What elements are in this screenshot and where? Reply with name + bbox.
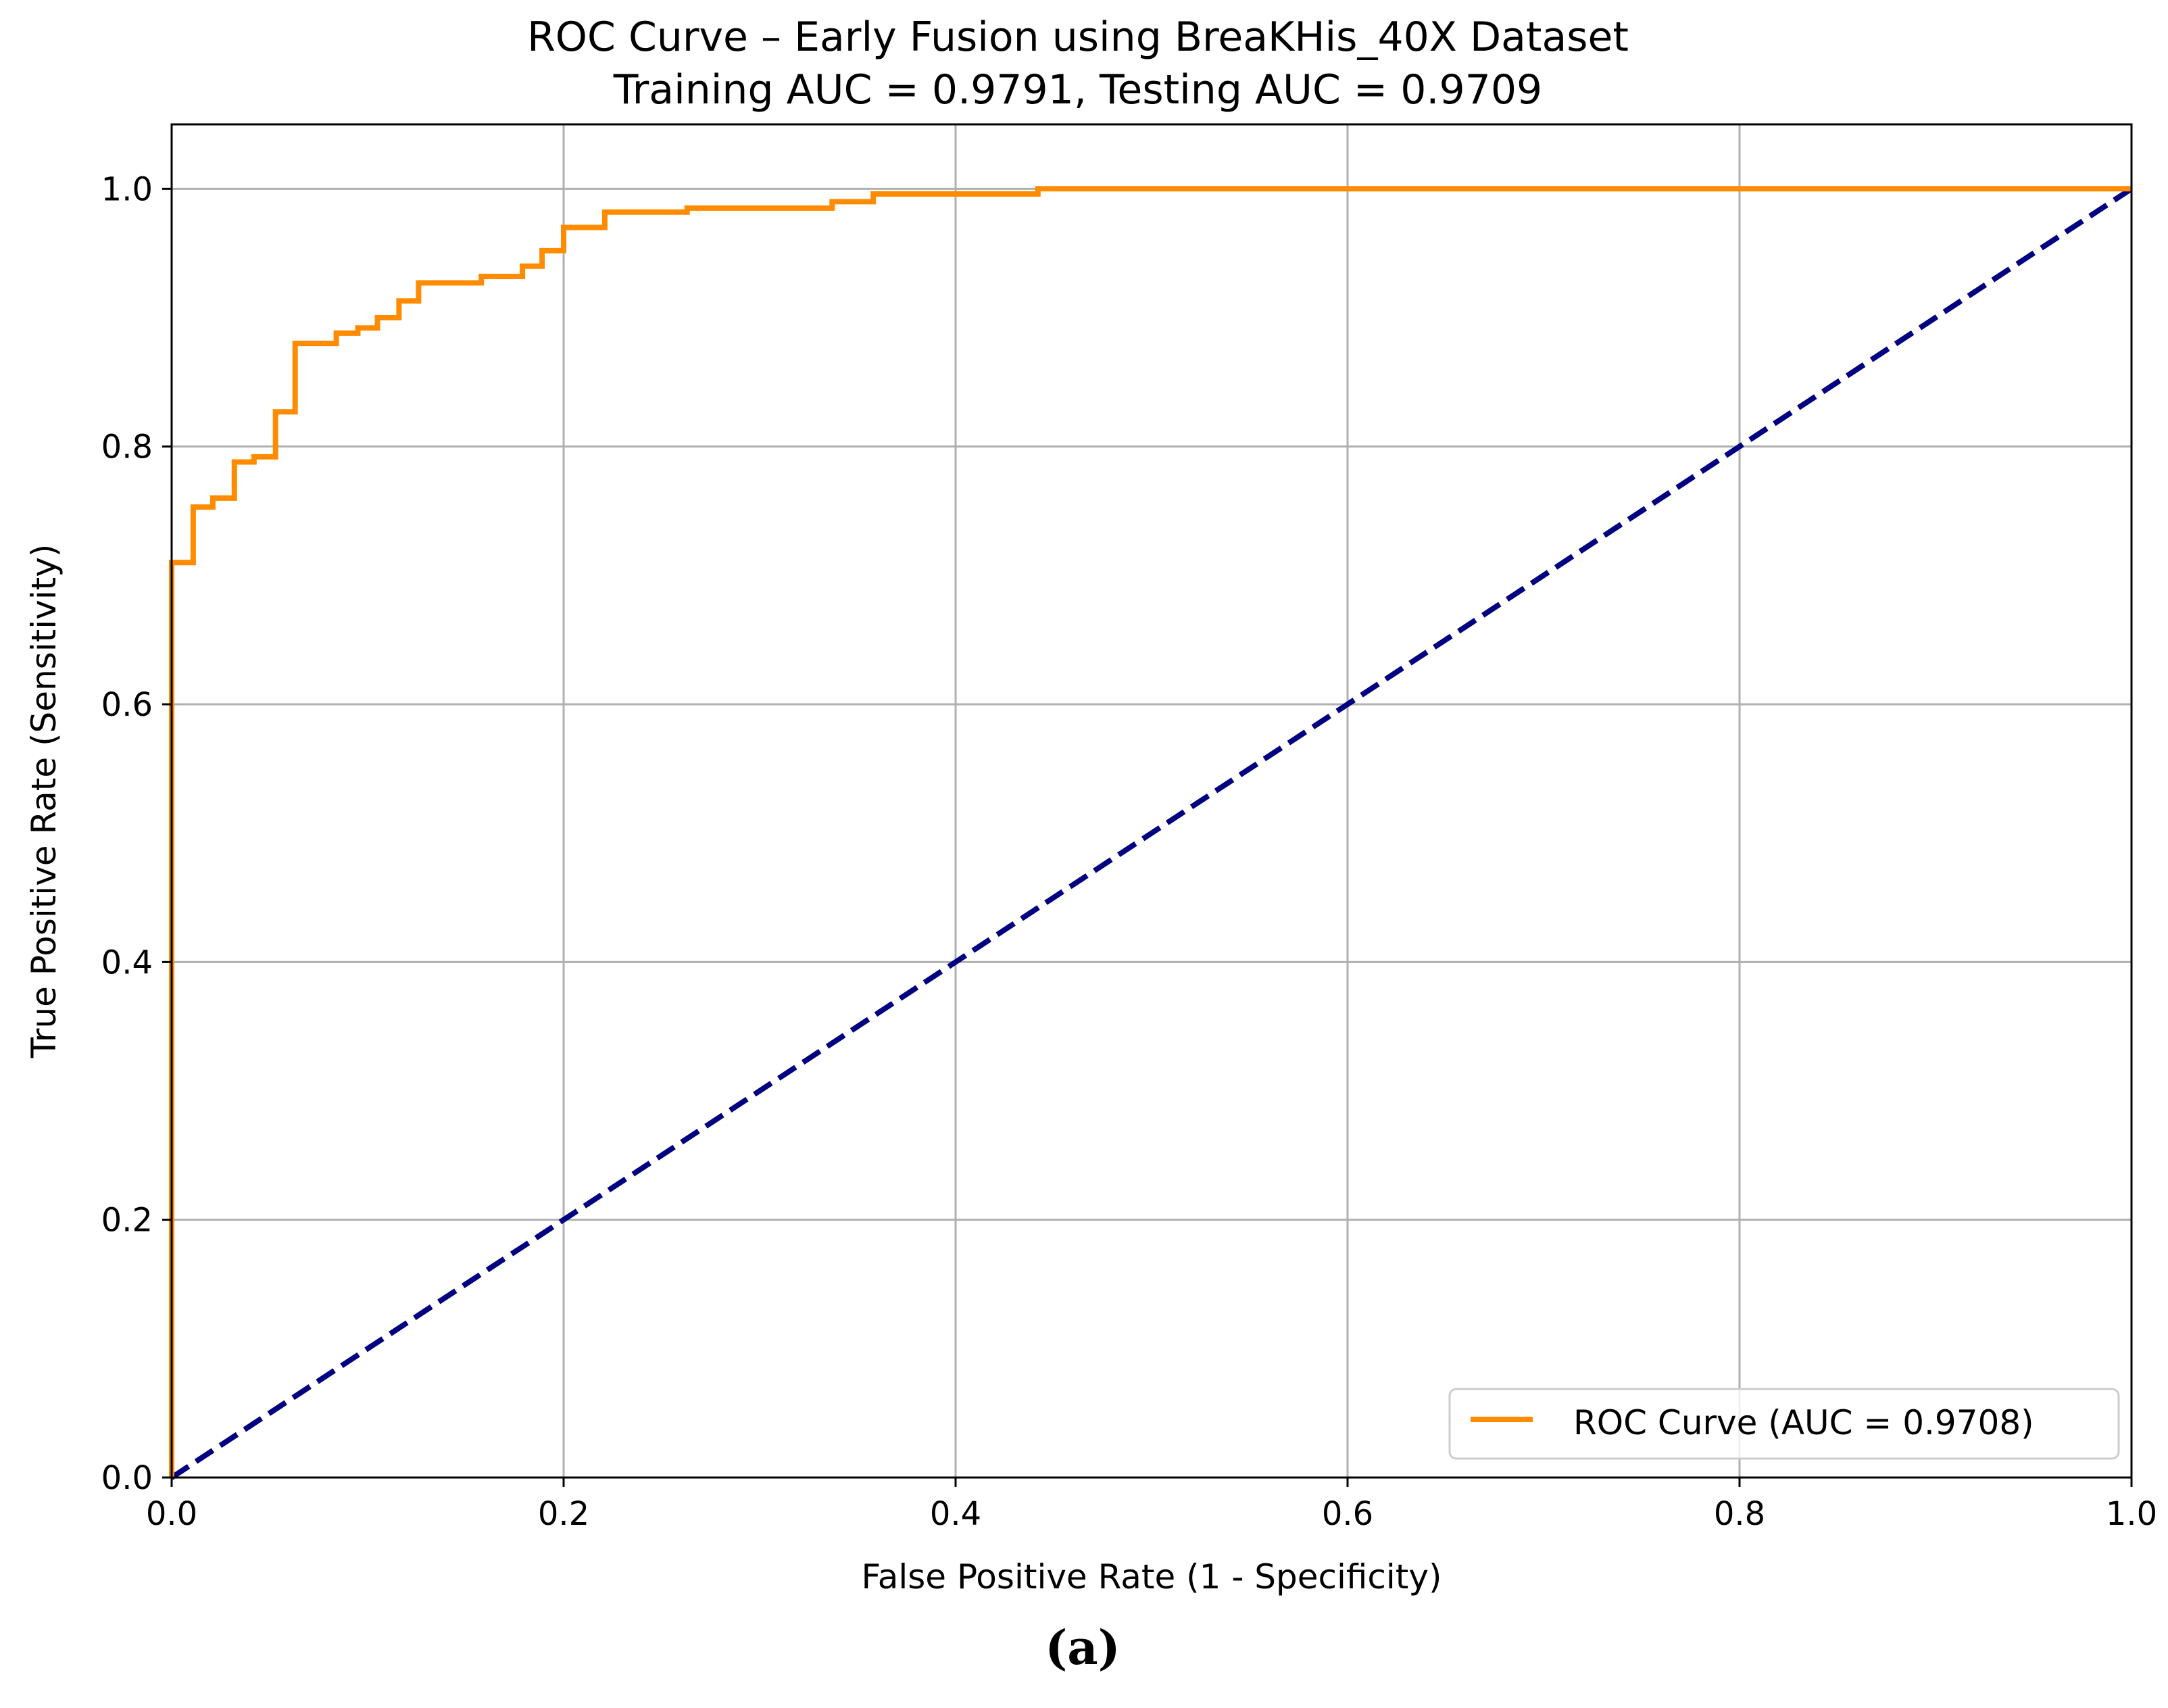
chart-title: ROC Curve – Early Fusion using BreaKHis_…	[527, 14, 1629, 61]
figure-caption: (a)	[1045, 1619, 1120, 1676]
x-tick-label: 0.2	[538, 1495, 589, 1533]
y-tick-label: 0.6	[101, 686, 153, 724]
y-tick-label: 1.0	[101, 170, 153, 208]
y-tick-label: 0.2	[101, 1202, 153, 1240]
y-tick-label: 0.0	[101, 1459, 153, 1497]
diagonal-reference-line	[170, 186, 2134, 1480]
diagonal-reference	[170, 186, 2134, 1480]
legend-label-roc: ROC Curve (AUC = 0.9708)	[1573, 1403, 2034, 1442]
x-tick-label: 0.0	[146, 1495, 197, 1533]
legend-box	[1448, 1388, 2120, 1460]
y-tick-label: 0.4	[101, 944, 153, 981]
x-axis-label: False Positive Rate (1 - Specificity)	[862, 1557, 1442, 1596]
y-axis-label: True Positive Rate (Sensitivity)	[24, 544, 64, 1059]
chart-subtitle: Training AUC = 0.9791, Testing AUC = 0.9…	[613, 66, 1542, 114]
plot-frame	[170, 123, 2133, 1479]
x-tick-label: 0.6	[1322, 1495, 1373, 1533]
x-axis-ticks: 0.0 0.2 0.4 0.6 0.8 1.0	[146, 1478, 2157, 1533]
grid-lines	[170, 124, 2133, 1479]
roc-curve-group	[169, 186, 2132, 1478]
y-tick-label: 0.8	[101, 429, 153, 466]
roc-curve-line	[169, 186, 2132, 1478]
x-tick-label: 0.8	[1714, 1495, 1765, 1533]
y-axis-ticks: 0.0 0.2 0.4 0.6 0.8 1.0	[101, 170, 172, 1497]
x-tick-label: 1.0	[2106, 1495, 2157, 1533]
plot-area	[172, 124, 2132, 1478]
x-tick-label: 0.4	[930, 1495, 981, 1533]
legend: ROC Curve (AUC = 0.9708)	[1448, 1388, 2120, 1460]
